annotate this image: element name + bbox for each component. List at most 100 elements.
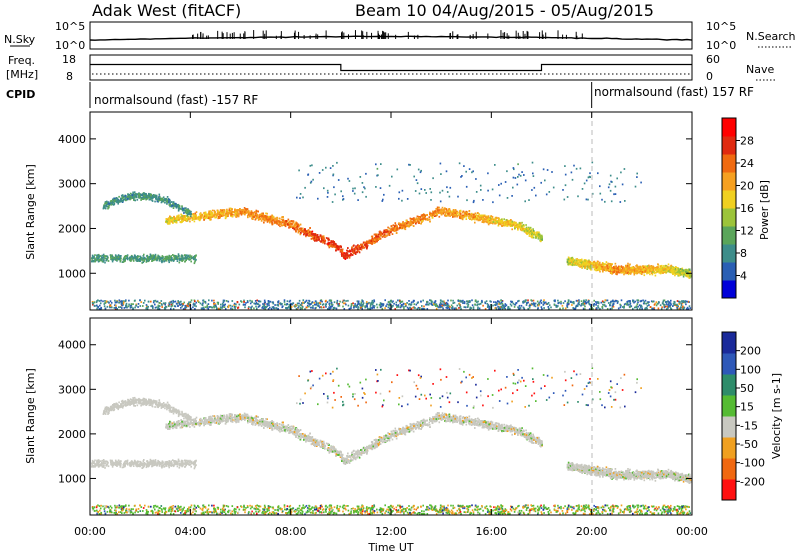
power-echo: [372, 240, 374, 242]
power-echo: [393, 224, 395, 226]
power-echo: [442, 207, 444, 209]
power-echo: [202, 217, 204, 219]
power-echo: [366, 246, 368, 248]
power-echo: [426, 219, 428, 221]
power-echo: [483, 221, 485, 223]
power-echo: [674, 275, 676, 277]
power-echo: [402, 222, 404, 224]
power-echo: [262, 215, 264, 217]
power-echo: [615, 263, 617, 265]
power-echo: [297, 229, 299, 231]
power-echo: [456, 216, 458, 218]
power-echo: [533, 232, 535, 234]
power-echo: [198, 218, 200, 220]
power-echo: [204, 217, 206, 219]
power-echo: [212, 210, 214, 212]
power-echo: [473, 214, 475, 216]
power-echo: [244, 211, 246, 213]
power-echo: [445, 215, 447, 217]
power-echo: [512, 224, 514, 226]
power-echo: [451, 214, 453, 216]
power-echo: [510, 219, 512, 221]
power-echo: [295, 231, 297, 233]
power-echo: [235, 212, 237, 214]
power-echo: [238, 215, 240, 217]
power-echo: [282, 222, 284, 224]
power-echo: [501, 220, 503, 222]
power-echoes: [91, 162, 692, 311]
power-echo: [349, 257, 351, 259]
power-echo: [332, 245, 334, 247]
noise-sky-line: [90, 36, 692, 40]
noise-left-label: N.Sky: [4, 33, 36, 46]
power-echo: [644, 274, 646, 276]
power-echo: [527, 230, 529, 232]
power-echo: [280, 223, 282, 225]
power-echo: [253, 216, 255, 218]
power-echo: [306, 233, 308, 235]
power-echo: [372, 236, 374, 238]
power-echo: [234, 209, 236, 211]
power-echo: [285, 220, 287, 222]
power-echo: [391, 225, 393, 227]
power-echo: [392, 229, 394, 231]
power-echo: [649, 273, 651, 275]
power-echo: [531, 231, 533, 233]
power-echo: [337, 247, 339, 249]
power-echo: [490, 220, 492, 222]
power-echo: [263, 222, 265, 224]
power-echo: [623, 274, 625, 276]
power-echo: [528, 233, 530, 235]
power-echo: [252, 214, 254, 216]
power-echo: [166, 220, 168, 222]
power-echo: [655, 275, 657, 277]
power-echo: [222, 215, 224, 217]
power-echo: [350, 253, 352, 255]
power-echo: [265, 213, 267, 215]
nave-tick-bottom: 0: [706, 70, 713, 83]
power-echo: [351, 247, 353, 249]
power-echo: [410, 222, 412, 224]
power-echo: [200, 213, 202, 215]
power-echo: [394, 230, 396, 232]
power-echo: [311, 238, 313, 240]
station-title: Adak West (fitACF): [92, 1, 241, 20]
power-echo: [668, 264, 670, 266]
power-echo: [382, 236, 384, 238]
power-echo: [474, 222, 476, 224]
power-echo: [400, 224, 402, 226]
power-echo: [504, 222, 506, 224]
power-echo: [360, 244, 362, 246]
power-echo: [259, 218, 261, 220]
power-echo: [320, 241, 322, 243]
cpid-label: CPID: [6, 88, 35, 101]
power-echo: [227, 213, 229, 215]
power-echo: [409, 225, 411, 227]
power-echo: [214, 211, 216, 213]
power-echo: [369, 240, 371, 242]
power-echo: [390, 231, 392, 233]
power-echo: [538, 235, 540, 237]
power-echo: [529, 235, 531, 237]
power-echo: [204, 213, 206, 215]
power-echo: [355, 248, 357, 250]
cpid-mode-2: normalsound (fast) 157 RF: [594, 85, 754, 99]
power-echo: [344, 256, 346, 258]
power-echo: [308, 231, 310, 233]
power-echo: [473, 216, 475, 218]
noise-left-tick-top: 10^5: [55, 20, 85, 33]
power-echo: [313, 234, 315, 236]
power-echo: [447, 210, 449, 212]
power-echo: [281, 225, 283, 227]
power-echo: [506, 219, 508, 221]
power-echo: [686, 269, 688, 271]
power-echo: [308, 235, 310, 237]
power-echo: [666, 268, 668, 270]
power-echo: [216, 215, 218, 217]
power-echo: [568, 257, 570, 259]
noise-right-tick-top: 10^5: [706, 20, 736, 33]
power-echo: [650, 265, 652, 267]
power-echo: [494, 223, 496, 225]
power-echo: [363, 247, 365, 249]
power-echo: [411, 224, 413, 226]
